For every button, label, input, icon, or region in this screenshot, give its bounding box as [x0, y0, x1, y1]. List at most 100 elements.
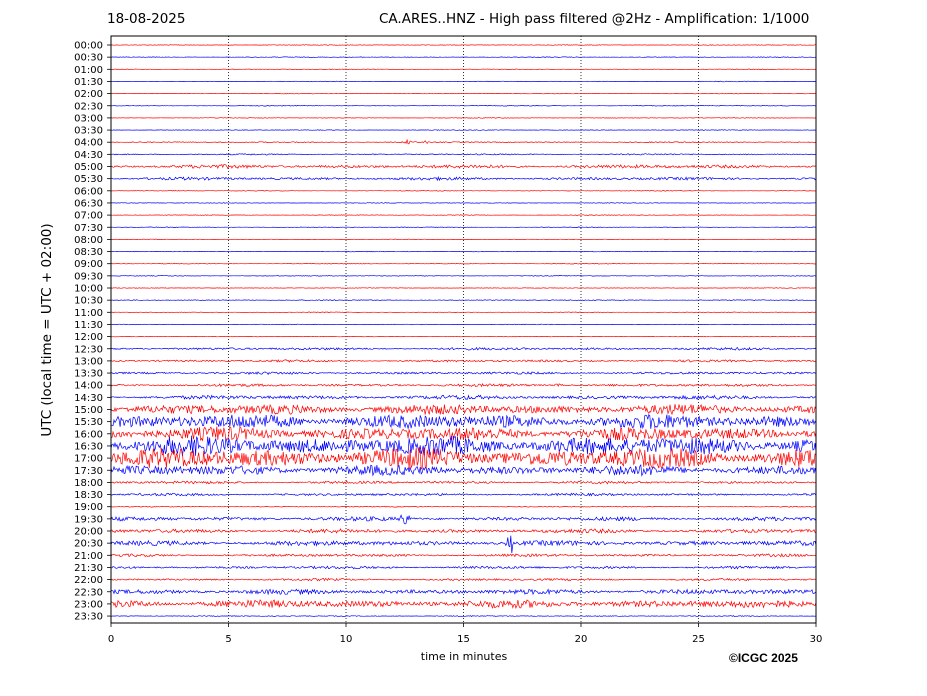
- trace-0130: [110, 80, 816, 83]
- trace-1730: [110, 464, 817, 477]
- y-tick-label: 19:00: [74, 502, 103, 513]
- trace-2230: [110, 588, 817, 596]
- trace-0900: [110, 262, 817, 265]
- y-tick-label: 01:00: [74, 65, 103, 76]
- y-tick-label: 19:30: [74, 514, 103, 525]
- y-tick-label: 08:30: [74, 247, 103, 258]
- trace-0400: [110, 138, 817, 145]
- trace-0000: [110, 44, 816, 46]
- trace-2100: [110, 552, 817, 558]
- trace-1400: [110, 382, 817, 388]
- y-tick-label: 02:00: [74, 89, 103, 100]
- x-tick-label: 10: [340, 634, 353, 645]
- y-tick-label: 05:00: [74, 162, 103, 173]
- y-tick-label: 17:00: [74, 454, 103, 465]
- x-tick-label: 25: [692, 634, 705, 645]
- y-tick-label: 16:30: [74, 441, 103, 452]
- trace-0830: [110, 250, 816, 253]
- y-tick-label: 09:30: [74, 271, 103, 282]
- y-tick-label: 23:00: [74, 599, 103, 610]
- trace-1900: [110, 505, 817, 508]
- y-tick-label: 21:30: [74, 563, 103, 574]
- y-tick-label: 01:30: [74, 77, 103, 88]
- trace-0100: [111, 68, 817, 71]
- y-tick-label: 10:30: [74, 296, 103, 307]
- y-tick-label: 04:30: [74, 150, 103, 161]
- y-tick-label: 02:30: [74, 101, 103, 112]
- y-tick-label: 18:00: [74, 478, 103, 489]
- y-tick-label: 21:00: [74, 551, 103, 562]
- trace-1330: [111, 371, 817, 376]
- y-tick-label: 20:00: [74, 527, 103, 538]
- x-tick-label: 5: [225, 634, 231, 645]
- trace-0730: [110, 226, 817, 228]
- trace-1600: [110, 426, 817, 442]
- trace-0330: [110, 129, 817, 131]
- trace-1230: [110, 346, 817, 351]
- trace-1530: [110, 414, 817, 430]
- trace-0500: [110, 163, 817, 170]
- trace-2030: [110, 535, 817, 554]
- y-tick-label: 03:30: [74, 126, 103, 137]
- trace-0430: [111, 153, 817, 156]
- trace-0030: [111, 56, 817, 58]
- trace-0200: [110, 92, 817, 95]
- y-tick-label: 06:00: [74, 186, 103, 197]
- trace-1830: [110, 492, 817, 497]
- trace-1430: [110, 394, 817, 401]
- trace-0530: [110, 175, 817, 182]
- trace-1630: [110, 435, 817, 456]
- y-tick-label: 12:00: [74, 332, 103, 343]
- y-tick-label: 08:00: [74, 235, 103, 246]
- trace-2300: [110, 599, 817, 610]
- y-tick-label: 20:30: [74, 539, 103, 550]
- x-tick-label: 0: [108, 634, 114, 645]
- y-tick-label: 06:30: [74, 198, 103, 209]
- trace-2200: [110, 577, 817, 582]
- y-tick-label: 16:00: [74, 429, 103, 440]
- trace-1030: [110, 299, 817, 301]
- y-tick-label: 05:30: [74, 174, 103, 185]
- trace-1200: [110, 335, 816, 338]
- trace-2000: [110, 528, 817, 535]
- y-tick-label: 00:30: [74, 53, 103, 64]
- y-tick-label: 15:30: [74, 417, 103, 428]
- y-axis-label: UTC (local time = UTC + 02:00): [39, 223, 55, 437]
- y-tick-label: 11:00: [74, 308, 103, 319]
- y-tick-label: 03:00: [74, 113, 103, 124]
- y-tick-label: 14:30: [74, 393, 103, 404]
- y-tick-label: 14:00: [74, 381, 103, 392]
- trace-0630: [111, 202, 817, 204]
- y-tick-label: 07:30: [74, 223, 103, 234]
- trace-1500: [110, 403, 817, 416]
- date-label: 18-08-2025: [107, 11, 186, 27]
- y-tick-label: 11:30: [74, 320, 103, 331]
- x-tick-label: 30: [810, 634, 823, 645]
- y-tick-label: 23:30: [74, 612, 103, 623]
- y-tick-label: 18:30: [74, 490, 103, 501]
- trace-0300: [110, 117, 817, 119]
- y-tick-label: 10:00: [74, 284, 103, 295]
- y-tick-label: 22:30: [74, 587, 103, 598]
- y-tick-label: 15:00: [74, 405, 103, 416]
- y-tick-label: 04:00: [74, 138, 103, 149]
- y-tick-label: 17:30: [74, 466, 103, 477]
- copyright-label: ©ICGC 2025: [729, 651, 798, 665]
- y-tick-label: 07:00: [74, 211, 103, 222]
- trace-1700: [110, 447, 817, 470]
- trace-1130: [110, 323, 817, 326]
- y-tick-label: 00:00: [74, 41, 103, 52]
- y-tick-label: 22:00: [74, 575, 103, 586]
- trace-1000: [110, 287, 817, 289]
- y-tick-label: 12:30: [74, 344, 103, 355]
- x-tick-label: 20: [575, 634, 588, 645]
- trace-1930: [110, 514, 817, 525]
- trace-1100: [111, 311, 817, 314]
- trace-1800: [110, 480, 817, 485]
- trace-1300: [110, 359, 817, 363]
- x-axis-label: time in minutes: [420, 650, 508, 663]
- trace-0230: [110, 104, 817, 107]
- trace-0600: [110, 189, 817, 192]
